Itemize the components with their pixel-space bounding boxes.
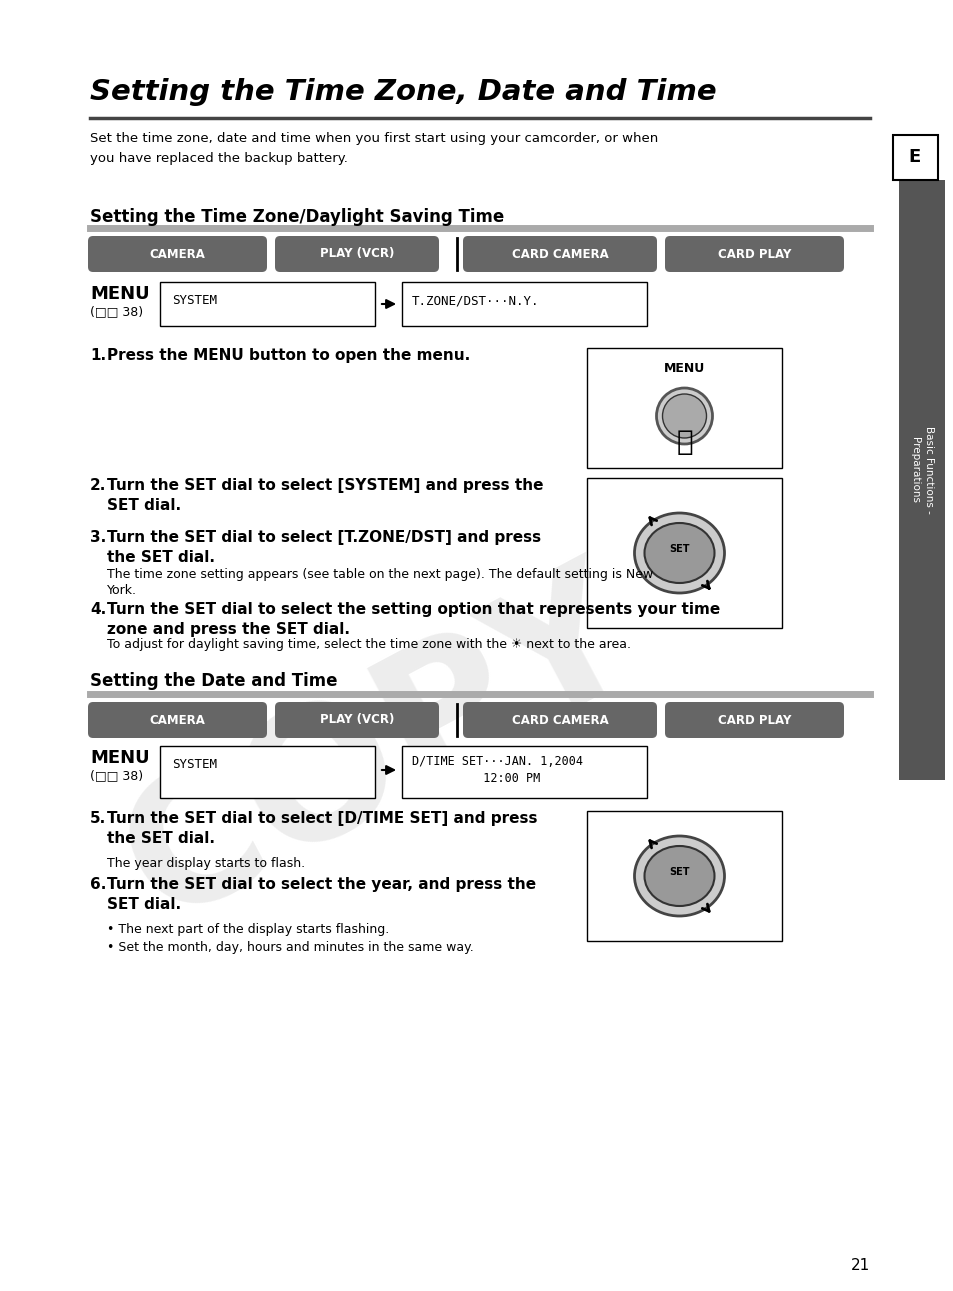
- Text: Turn the SET dial to select [T.ZONE/DST] and press: Turn the SET dial to select [T.ZONE/DST]…: [107, 531, 540, 545]
- Text: CAMERA: CAMERA: [150, 248, 205, 261]
- Text: 12:00 PM: 12:00 PM: [412, 772, 539, 785]
- Text: MENU: MENU: [90, 285, 150, 303]
- Text: SET dial.: SET dial.: [107, 897, 181, 911]
- Text: • Set the month, day, hours and minutes in the same way.: • Set the month, day, hours and minutes …: [107, 941, 474, 954]
- Text: you have replaced the backup battery.: you have replaced the backup battery.: [90, 152, 348, 165]
- Text: 5.: 5.: [90, 811, 106, 826]
- Bar: [586, 811, 781, 941]
- Text: (□□ 38): (□□ 38): [90, 769, 143, 782]
- Ellipse shape: [644, 523, 714, 584]
- Circle shape: [656, 389, 712, 444]
- Text: PLAY (VCR): PLAY (VCR): [319, 714, 394, 727]
- Text: D/TIME SET···JAN. 1,2004: D/TIME SET···JAN. 1,2004: [412, 755, 582, 768]
- Text: Press the MENU button to open the menu.: Press the MENU button to open the menu.: [107, 349, 470, 363]
- Bar: [401, 746, 646, 798]
- Text: 6.: 6.: [90, 877, 107, 892]
- Text: the SET dial.: the SET dial.: [107, 831, 214, 846]
- FancyBboxPatch shape: [462, 236, 657, 272]
- Text: CARD PLAY: CARD PLAY: [717, 248, 790, 261]
- Text: 4.: 4.: [90, 602, 106, 617]
- Bar: [401, 281, 646, 327]
- Text: COPY: COPY: [96, 544, 663, 957]
- Text: Set the time zone, date and time when you first start using your camcorder, or w: Set the time zone, date and time when yo…: [90, 132, 658, 145]
- Text: E: E: [908, 148, 921, 167]
- Text: York.: York.: [107, 584, 137, 596]
- Text: 21: 21: [850, 1257, 869, 1273]
- Text: Turn the SET dial to select [SYSTEM] and press the: Turn the SET dial to select [SYSTEM] and…: [107, 478, 543, 493]
- FancyBboxPatch shape: [274, 236, 438, 272]
- Text: MENU: MENU: [663, 361, 704, 374]
- Bar: [892, 136, 937, 179]
- Text: Turn the SET dial to select [D/TIME SET] and press: Turn the SET dial to select [D/TIME SET]…: [107, 811, 537, 826]
- Bar: [898, 179, 944, 780]
- Text: SYSTEM: SYSTEM: [172, 758, 216, 771]
- Text: Turn the SET dial to select the year, and press the: Turn the SET dial to select the year, an…: [107, 877, 536, 892]
- Ellipse shape: [644, 846, 714, 906]
- Text: CARD CAMERA: CARD CAMERA: [511, 714, 608, 727]
- Text: PLAY (VCR): PLAY (VCR): [319, 248, 394, 261]
- Text: (□□ 38): (□□ 38): [90, 305, 143, 318]
- FancyBboxPatch shape: [88, 236, 267, 272]
- Text: 1.: 1.: [90, 349, 106, 363]
- Bar: [586, 478, 781, 627]
- Text: • The next part of the display starts flashing.: • The next part of the display starts fl…: [107, 923, 389, 936]
- Bar: [160, 746, 375, 798]
- FancyBboxPatch shape: [664, 236, 843, 272]
- Text: 2.: 2.: [90, 478, 107, 493]
- Text: The year display starts to flash.: The year display starts to flash.: [107, 857, 305, 870]
- Text: zone and press the SET dial.: zone and press the SET dial.: [107, 622, 350, 636]
- Text: Setting the Date and Time: Setting the Date and Time: [90, 673, 337, 689]
- Text: CAMERA: CAMERA: [150, 714, 205, 727]
- FancyBboxPatch shape: [88, 702, 267, 738]
- Text: 3.: 3.: [90, 531, 106, 545]
- Text: The time zone setting appears (see table on the next page). The default setting : The time zone setting appears (see table…: [107, 568, 653, 581]
- Text: the SET dial.: the SET dial.: [107, 550, 214, 565]
- FancyBboxPatch shape: [664, 702, 843, 738]
- Bar: [586, 349, 781, 469]
- Text: Basic Functions -
Preparations: Basic Functions - Preparations: [909, 426, 933, 514]
- FancyBboxPatch shape: [274, 702, 438, 738]
- Text: CARD PLAY: CARD PLAY: [717, 714, 790, 727]
- Text: Setting the Time Zone, Date and Time: Setting the Time Zone, Date and Time: [90, 77, 716, 106]
- Text: ✋: ✋: [676, 429, 692, 456]
- Text: SET: SET: [669, 868, 689, 877]
- Text: MENU: MENU: [90, 749, 150, 767]
- Text: T.ZONE/DST···N.Y.: T.ZONE/DST···N.Y.: [412, 294, 539, 307]
- Bar: [160, 281, 375, 327]
- FancyBboxPatch shape: [462, 702, 657, 738]
- Text: Turn the SET dial to select the setting option that represents your time: Turn the SET dial to select the setting …: [107, 602, 720, 617]
- Text: CARD CAMERA: CARD CAMERA: [511, 248, 608, 261]
- Text: SET: SET: [669, 544, 689, 554]
- Ellipse shape: [634, 837, 723, 917]
- Circle shape: [661, 394, 706, 438]
- Ellipse shape: [634, 513, 723, 593]
- Text: SET dial.: SET dial.: [107, 498, 181, 513]
- Text: To adjust for daylight saving time, select the time zone with the ☀ next to the : To adjust for daylight saving time, sele…: [107, 638, 630, 651]
- Text: Setting the Time Zone/Daylight Saving Time: Setting the Time Zone/Daylight Saving Ti…: [90, 208, 504, 226]
- Text: SYSTEM: SYSTEM: [172, 294, 216, 307]
